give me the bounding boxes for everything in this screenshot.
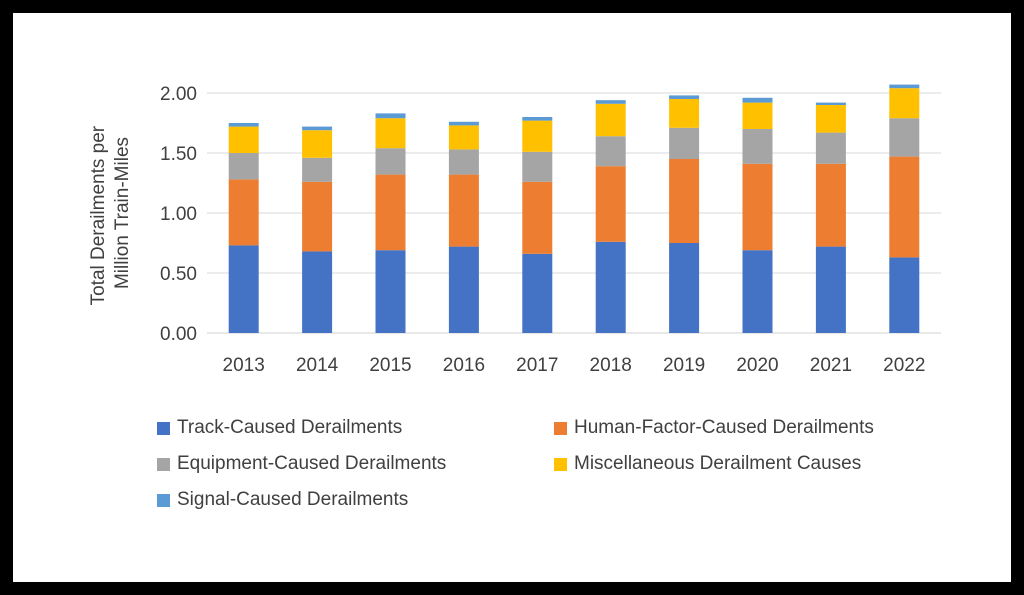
bar-segment-2017-series-3 xyxy=(522,120,553,152)
bar-segment-2013-series-1 xyxy=(228,179,259,246)
x-tick-label: 2018 xyxy=(590,355,632,376)
bar-segment-2022-series-2 xyxy=(889,118,920,157)
y-axis-title: Total Derailments per Million Train-Mile… xyxy=(88,121,133,306)
bar-segment-2017-series-2 xyxy=(522,151,553,182)
bar-segment-2016-series-4 xyxy=(448,121,479,126)
bar-segment-2016-series-1 xyxy=(448,174,479,247)
bar-segment-2015-series-3 xyxy=(375,118,406,149)
x-tick-label: 2022 xyxy=(883,355,925,376)
bar-segment-2020-series-0 xyxy=(742,250,773,333)
bar-segment-2017-series-4 xyxy=(522,117,553,121)
x-tick-label: 2019 xyxy=(663,355,705,376)
bar-segment-2019-series-3 xyxy=(669,99,700,128)
stacked-bar-chart: 0.000.501.001.502.00 2013 2014 2015 2016 201… xyxy=(88,84,941,376)
bar-segment-2020-series-3 xyxy=(742,102,773,129)
x-tick-label: 2020 xyxy=(736,355,778,376)
bar-segment-2022-series-1 xyxy=(889,156,920,258)
bar-segment-2020-series-1 xyxy=(742,163,773,251)
bar-segment-2018-series-2 xyxy=(595,136,626,167)
y-axis-title-line-1: Total Derailments per xyxy=(88,125,109,305)
bar-segment-2018-series-0 xyxy=(595,241,626,333)
bar-segment-2019-series-0 xyxy=(669,243,700,333)
bar-segment-2015-series-4 xyxy=(375,113,406,119)
bar-segment-2022-series-0 xyxy=(889,257,920,333)
bar-segment-2015-series-1 xyxy=(375,174,406,251)
bar-segment-2021-series-3 xyxy=(815,105,846,133)
x-tick-label: 2021 xyxy=(810,355,852,376)
bar-segment-2018-series-4 xyxy=(595,100,626,104)
bar-segment-2021-series-0 xyxy=(815,246,846,333)
bar-segment-2014-series-1 xyxy=(302,181,333,252)
chart-frame: 0.00 0.50 1.00 1.50 2.00 2013 2014 2015 2016 201… xyxy=(13,13,1011,582)
bar-segment-2021-series-1 xyxy=(815,163,846,247)
x-tick-label: 2016 xyxy=(443,355,485,376)
bar-segment-2016-series-0 xyxy=(448,246,479,333)
bar-segment-2014-series-0 xyxy=(302,251,333,333)
bar-segment-2015-series-0 xyxy=(375,250,406,333)
bar-segment-2018-series-1 xyxy=(595,166,626,242)
bar-segment-2020-series-2 xyxy=(742,129,773,164)
bar-segment-2019-series-4 xyxy=(669,95,700,99)
y-tick-label: 0.00 xyxy=(160,324,197,345)
bars xyxy=(228,84,920,333)
bar-segment-2014-series-4 xyxy=(302,126,333,131)
bar-segment-2019-series-2 xyxy=(669,127,700,159)
bar-segment-2021-series-4 xyxy=(815,102,846,105)
y-tick-label: 0.50 xyxy=(160,264,197,285)
y-tick-label: 1.00 xyxy=(160,204,197,225)
bar-segment-2018-series-3 xyxy=(595,103,626,137)
bar-segment-2013-series-4 xyxy=(228,123,259,127)
y-axis-ticks: 0.00 0.50 1.00 1.50 2.00 xyxy=(160,84,197,345)
x-tick-label: 2013 xyxy=(223,355,265,376)
bar-segment-2021-series-2 xyxy=(815,132,846,164)
bar-segment-2020-series-4 xyxy=(742,97,773,103)
x-tick-label: 2014 xyxy=(296,355,339,376)
y-tick-label: 1.50 xyxy=(160,144,197,165)
x-tick-label: 2017 xyxy=(516,355,558,376)
bar-segment-2019-series-1 xyxy=(669,159,700,243)
bar-segment-2022-series-4 xyxy=(889,84,920,89)
x-axis-ticks: 2013 2014 2015 2016 2017 2018 2019 2020 2021 2022 xyxy=(223,355,926,376)
bar-segment-2013-series-3 xyxy=(228,126,259,153)
bar-segment-2014-series-3 xyxy=(302,130,333,158)
bar-segment-2016-series-2 xyxy=(448,149,479,175)
bar-segment-2016-series-3 xyxy=(448,125,479,150)
bar-segment-2015-series-2 xyxy=(375,148,406,175)
bar-segment-2013-series-2 xyxy=(228,153,259,180)
y-axis-title-line-2: Million Train-Miles xyxy=(112,137,133,289)
bar-segment-2022-series-3 xyxy=(889,88,920,119)
bar-segment-2014-series-2 xyxy=(302,157,333,182)
bar-segment-2013-series-0 xyxy=(228,245,259,333)
y-tick-label: 2.00 xyxy=(160,84,197,105)
x-tick-label: 2015 xyxy=(369,355,411,376)
bar-segment-2017-series-1 xyxy=(522,181,553,254)
bar-segment-2017-series-0 xyxy=(522,253,553,333)
